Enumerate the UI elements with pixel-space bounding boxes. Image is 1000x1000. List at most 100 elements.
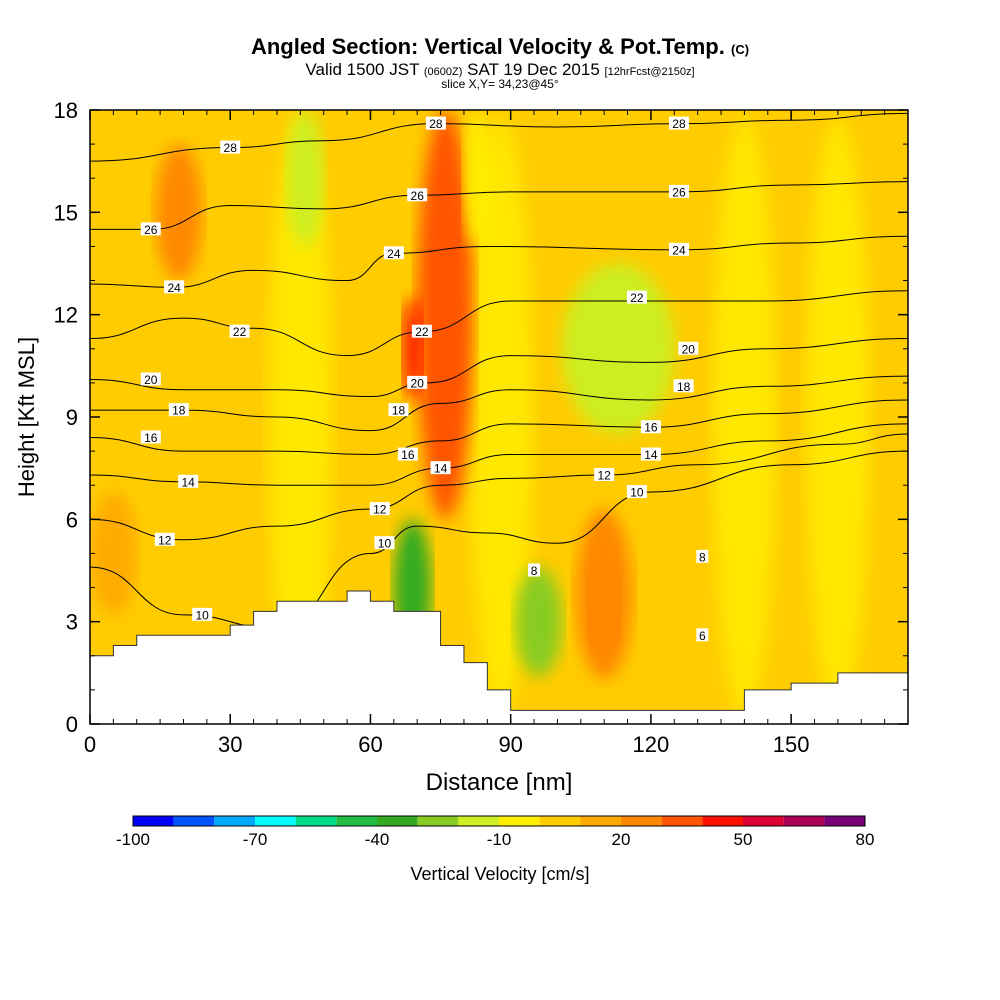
isotherm-label: 28 (425, 116, 446, 131)
isotherm-label: 24 (164, 280, 185, 295)
isotherm-label: 26 (407, 188, 428, 203)
colorbar-tick-label: -70 (243, 830, 268, 849)
isotherm-label: 20 (407, 375, 428, 390)
colorbar-frame (132, 815, 866, 827)
field-band (268, 117, 333, 717)
isotherm-label-text: 18 (392, 404, 406, 418)
isotherm-label: 8 (696, 549, 709, 564)
isotherm-label-text: 26 (144, 223, 158, 237)
colorbar-swatch (743, 816, 784, 826)
y-tick-label: 6 (66, 507, 78, 532)
isotherm-label: 20 (140, 372, 161, 387)
isotherm-label-text: 10 (196, 608, 210, 622)
isotherm-label-box (407, 375, 428, 389)
isotherm-label-text: 12 (373, 503, 387, 517)
isotherm-label-box (140, 222, 161, 236)
velocity-blob (403, 297, 422, 400)
velocity-field (90, 110, 908, 724)
colorbar-tick-label: 50 (734, 830, 753, 849)
isotherm-label-text: 26 (672, 185, 686, 199)
x-axis-label: Distance [nm] (426, 769, 573, 796)
isotherm-label-box (220, 140, 241, 154)
isotherm-label-box (192, 607, 213, 621)
isotherm-line (90, 290, 908, 357)
isotherm-line (90, 399, 908, 456)
isotherm-label: 26 (668, 184, 689, 199)
isotherm-lines (90, 112, 908, 629)
isotherm-line (90, 423, 908, 486)
colorbar-swatch (580, 816, 621, 826)
isotherm-label-text: 22 (415, 325, 429, 339)
chart-title: Angled Section: Vertical Velocity & Pot.… (250, 34, 750, 59)
isotherm-label-box (668, 116, 689, 130)
velocity-blob (562, 263, 675, 435)
y-tick-label: 15 (54, 200, 78, 225)
isotherm-label: 10 (374, 536, 395, 551)
isotherm-label-box (640, 420, 661, 434)
colorbar-tick-label: 20 (612, 830, 631, 849)
isotherm-label: 16 (640, 420, 661, 435)
isotherm-label-text: 26 (411, 189, 425, 203)
isotherm-label-box (696, 628, 709, 642)
isotherm-label-text: 10 (378, 537, 392, 551)
isotherm-label-box (369, 502, 390, 516)
title-unit: (C) (731, 42, 750, 57)
isotherm-label-box (383, 246, 404, 260)
isotherm-label-text: 8 (531, 564, 538, 578)
isotherm-label-text: 14 (434, 462, 448, 476)
colorbar-swatch (702, 816, 743, 826)
colorbar-swatch (458, 816, 499, 826)
isotherm-label-box (696, 549, 709, 563)
axes: 0 30 60 90 120 150 0 3 6 9 12 15 18 Distance [nm] Heig… (14, 98, 908, 796)
isotherm-label-box (178, 474, 199, 488)
colorbar-title: Vertical Velocity [cm/s] (410, 864, 590, 884)
isotherm-line (90, 181, 908, 230)
isotherm-label-box (673, 379, 694, 393)
x-tick-label: 60 (358, 732, 382, 757)
isotherm-label-text: 18 (172, 404, 186, 418)
isotherm-label-box (640, 447, 661, 461)
isotherm-label-text: 16 (144, 431, 158, 445)
isotherm-label: 22 (229, 324, 250, 339)
isotherm-label-text: 16 (644, 421, 658, 435)
isotherm-label-text: 28 (224, 141, 238, 155)
isotherm-label-text: 14 (181, 475, 195, 489)
field-band (469, 117, 534, 717)
isotherm-label-box (140, 430, 161, 444)
isotherm-label: 10 (626, 485, 647, 500)
isotherm-label-box (397, 447, 418, 461)
isotherm-label-text: 12 (158, 533, 172, 547)
isotherm-label: 24 (383, 246, 404, 261)
isotherm-label-box (678, 341, 699, 355)
y-tick-label: 9 (66, 405, 78, 430)
isotherm-label-box (594, 467, 615, 481)
isotherm-label: 22 (411, 324, 432, 339)
velocity-blob (417, 110, 474, 520)
colorbar-swatch (661, 816, 703, 826)
isotherm-label-box (374, 536, 395, 550)
isotherm-label-box (168, 403, 189, 417)
isotherm-label-text: 24 (387, 247, 401, 261)
isotherm-label-box (668, 184, 689, 198)
colorbar: -100 -70 -40 -10 20 50 80 (116, 815, 874, 849)
colorbar-swatch (621, 816, 662, 826)
isotherm-label: 16 (140, 430, 161, 445)
isotherm-label: 14 (178, 474, 199, 489)
isotherm-label: 12 (369, 502, 390, 517)
colorbar-tick-label: -100 (116, 830, 150, 849)
isotherm-label: 28 (668, 116, 689, 131)
colorbar-swatch (783, 816, 825, 826)
field-band (805, 117, 870, 717)
isotherm-label: 12 (154, 532, 175, 547)
isotherm-label-box (626, 485, 647, 499)
isotherm-label-box (668, 242, 689, 256)
y-tick-label: 12 (54, 303, 78, 328)
isotherm-label-box (140, 372, 161, 386)
velocity-blob (576, 509, 633, 680)
colorbar-swatch (255, 816, 296, 826)
colorbar-swatch (499, 816, 540, 826)
isotherm-label-text: 10 (630, 486, 644, 500)
isotherm-line (90, 338, 908, 398)
x-tick-label: 30 (218, 732, 242, 757)
isotherm-label-box (388, 403, 409, 417)
